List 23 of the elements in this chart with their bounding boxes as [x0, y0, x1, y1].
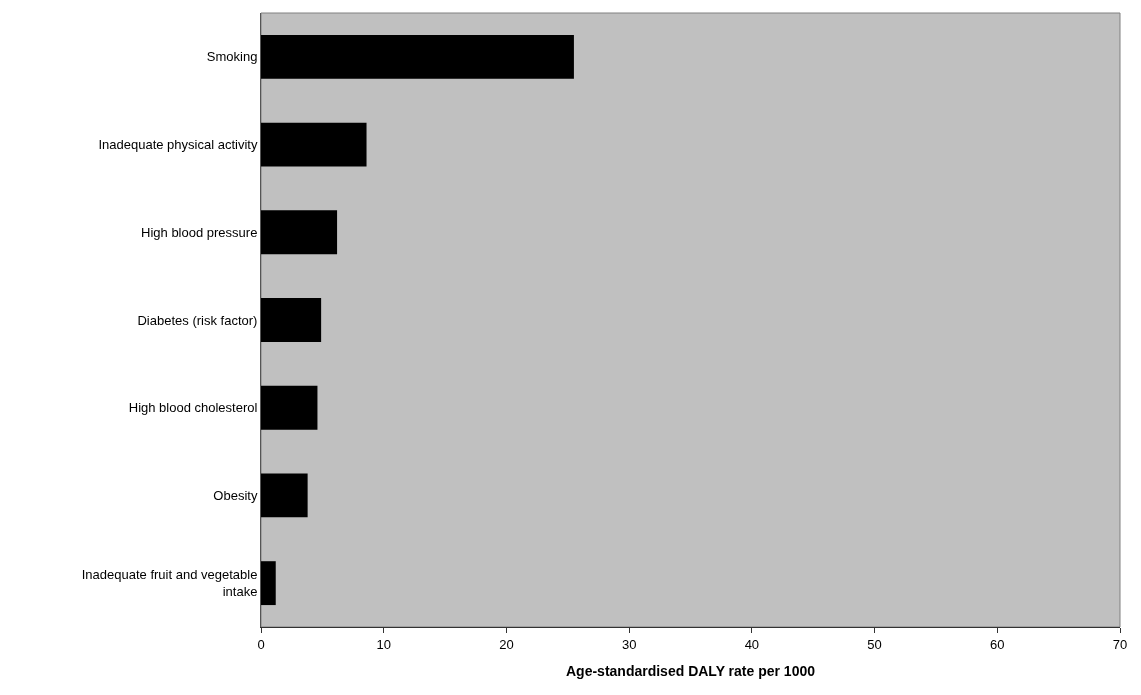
bar — [261, 210, 338, 255]
y-tick-label: Diabetes (risk factor) — [137, 312, 258, 328]
x-tick-label: 0 — [257, 636, 265, 652]
x-tick-label: 10 — [376, 636, 391, 652]
x-tick-label: 50 — [867, 636, 882, 652]
x-tick-label: 30 — [621, 636, 637, 652]
y-tick-label: High blood cholesterol — [128, 400, 258, 416]
bar — [261, 34, 574, 79]
bar — [261, 561, 276, 606]
x-tick-label: 70 — [1112, 636, 1128, 652]
y-tick-label: Inadequate physical activity — [98, 137, 258, 153]
bar — [261, 385, 318, 430]
y-tick-label: Inadequate fruit and vegetable intake — [81, 567, 258, 600]
bar — [261, 122, 367, 167]
y-tick-label: Obesity — [213, 487, 258, 503]
bar — [261, 473, 308, 518]
bar — [261, 298, 322, 342]
x-tick-label: 60 — [990, 636, 1005, 652]
y-tick-label: High blood pressure — [141, 224, 258, 240]
y-tick-label: Smoking — [206, 49, 258, 65]
x-tick-label: 20 — [499, 636, 514, 652]
x-axis-title: Age-standardised DALY rate per 1000 — [566, 662, 816, 679]
x-tick-label: 40 — [744, 636, 760, 652]
